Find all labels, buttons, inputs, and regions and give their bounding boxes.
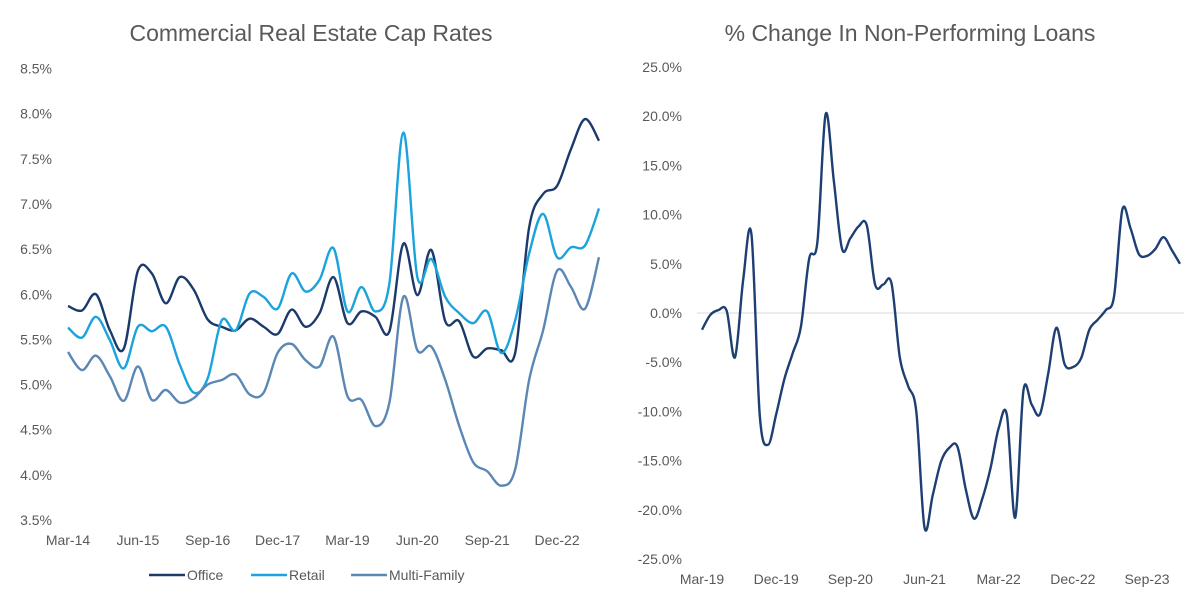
series-line-multi-family xyxy=(67,256,601,487)
x-tick-label: Sep-23 xyxy=(1124,571,1169,587)
x-tick-label: Sep-16 xyxy=(185,532,230,548)
y-tick-label: -15.0% xyxy=(638,453,682,469)
y-tick-label: 5.0% xyxy=(650,256,682,272)
y-tick-label: -5.0% xyxy=(645,354,682,370)
y-tick-label: 6.0% xyxy=(20,286,52,302)
legend: Office Retail Multi-Family xyxy=(149,567,464,583)
cap-rates-chart: 3.5% 4.0% 4.5% 5.0% 5.5% 6.0% 6.5% 7.0% 7.5% 8.0%… xyxy=(20,61,601,548)
y-tick-label: 15.0% xyxy=(642,157,682,173)
x-tick-label: Sep-20 xyxy=(828,571,873,587)
y-tick-label: 8.0% xyxy=(20,106,52,122)
y-tick-label: -10.0% xyxy=(638,403,682,419)
series-line-npl-change xyxy=(700,111,1182,532)
right-chart-title: % Change In Non-Performing Loans xyxy=(725,20,1096,46)
y-tick-label: 5.5% xyxy=(20,331,52,347)
x-tick-label: Mar-14 xyxy=(46,532,91,548)
y-tick-label: 20.0% xyxy=(642,108,682,124)
x-tick-label: Dec-17 xyxy=(255,532,300,548)
x-tick-label: Jun-21 xyxy=(903,571,946,587)
y-tick-label: 8.5% xyxy=(20,61,52,77)
legend-item-office: Office xyxy=(149,567,224,583)
y-tick-label: 10.0% xyxy=(642,207,682,223)
y-tick-label: 7.5% xyxy=(20,151,52,167)
y-tick-label: 0.0% xyxy=(650,305,682,321)
x-tick-label: Dec-22 xyxy=(535,532,580,548)
series-line-retail xyxy=(67,131,601,395)
y-tick-label: 6.5% xyxy=(20,241,52,257)
y-tick-label: 3.5% xyxy=(20,512,52,528)
x-tick-label: Mar-19 xyxy=(680,571,725,587)
y-tick-label: 5.0% xyxy=(20,377,52,393)
npl-change-chart: -25.0% -20.0% -15.0% -10.0% -5.0% 0.0% 5.0% 10.… xyxy=(638,59,1184,587)
y-tick-label: 4.0% xyxy=(20,467,52,483)
legend-label: Office xyxy=(187,567,224,583)
left-chart-title: Commercial Real Estate Cap Rates xyxy=(129,20,492,46)
legend-label: Multi-Family xyxy=(389,567,464,583)
series-line-office xyxy=(67,117,601,363)
y-tick-label: -25.0% xyxy=(638,551,682,567)
legend-item-retail: Retail xyxy=(251,567,325,583)
x-tick-label: Sep-21 xyxy=(465,532,510,548)
legend-label: Retail xyxy=(289,567,325,583)
y-tick-label: 4.5% xyxy=(20,422,52,438)
y-tick-label: 25.0% xyxy=(642,59,682,75)
x-tick-label: Mar-22 xyxy=(977,571,1022,587)
x-tick-label: Dec-19 xyxy=(754,571,799,587)
legend-item-multi-family: Multi-Family xyxy=(351,567,464,583)
x-tick-label: Jun-20 xyxy=(396,532,439,548)
y-tick-label: -20.0% xyxy=(638,502,682,518)
x-tick-label: Dec-22 xyxy=(1050,571,1095,587)
y-tick-label: 7.0% xyxy=(20,196,52,212)
x-tick-label: Jun-15 xyxy=(116,532,159,548)
x-tick-label: Mar-19 xyxy=(325,532,370,548)
